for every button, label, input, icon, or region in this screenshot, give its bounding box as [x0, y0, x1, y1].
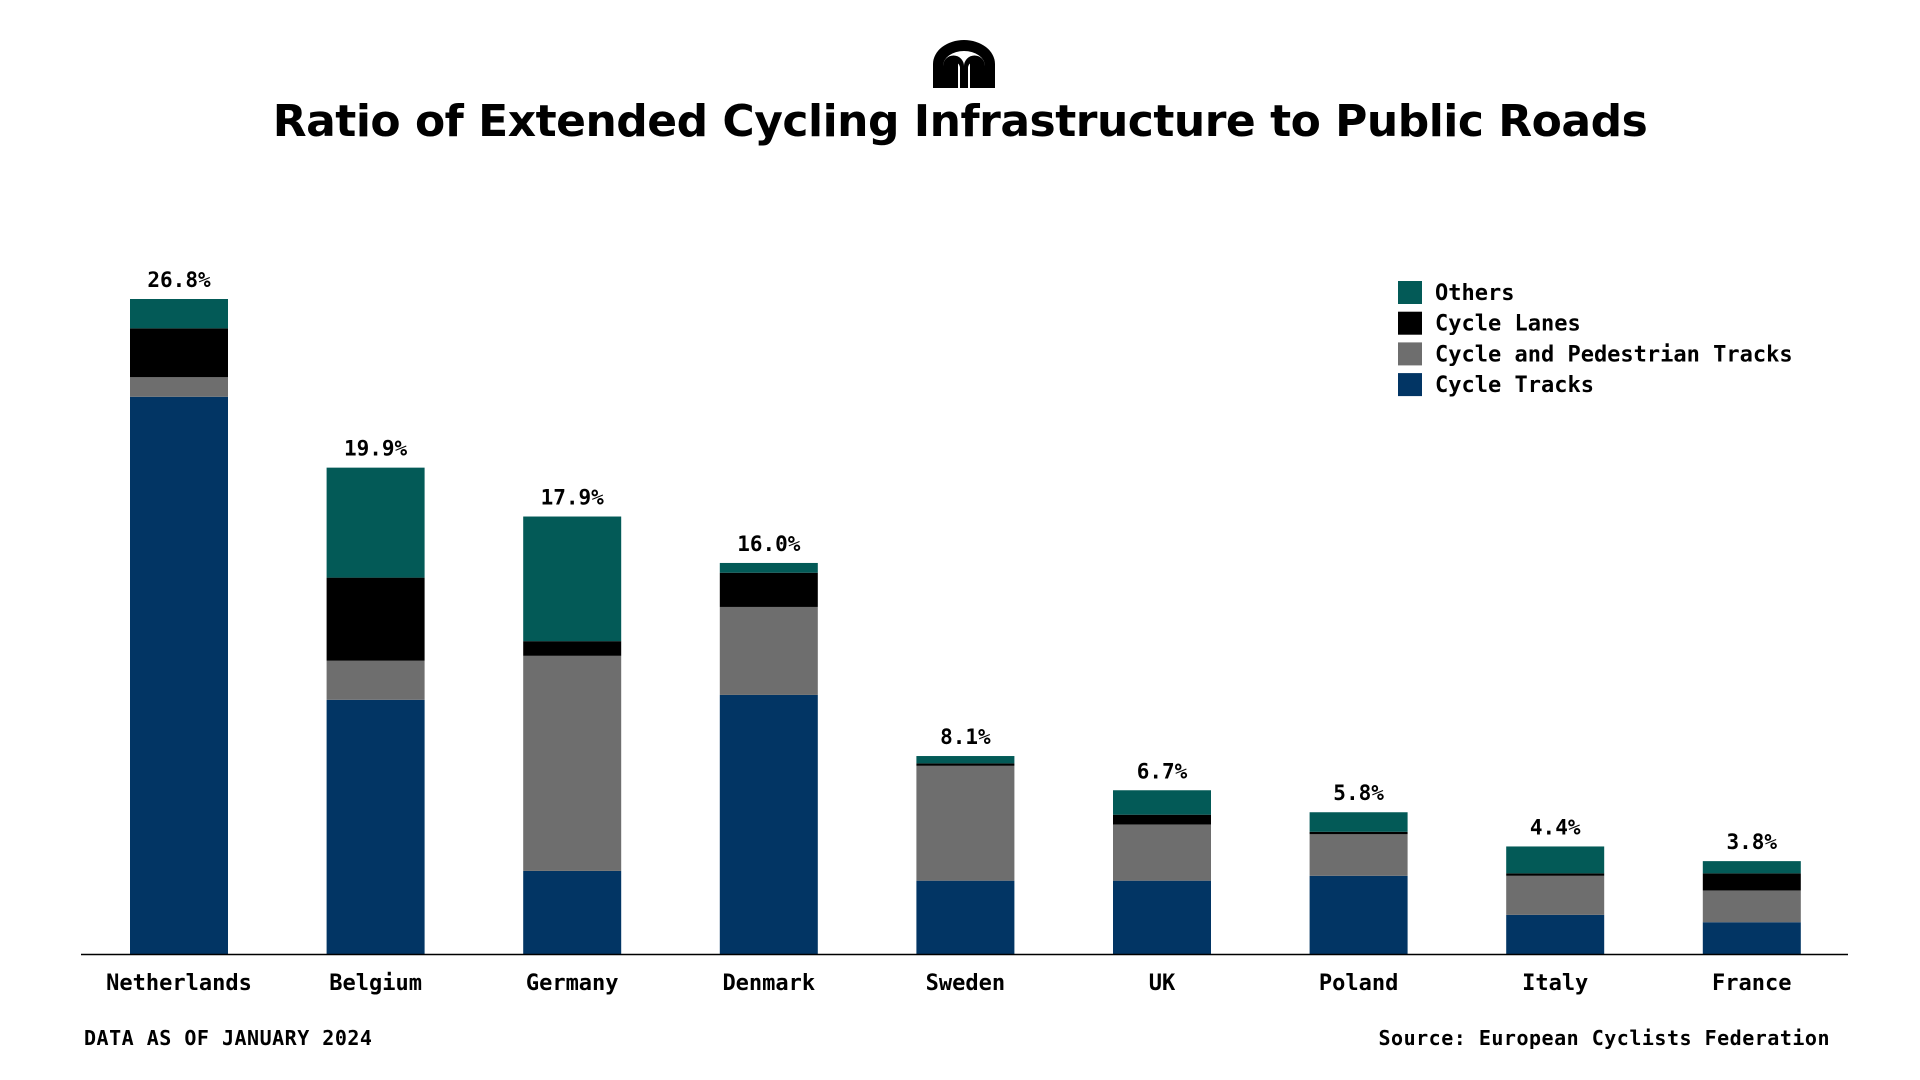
bar-italy-cycle-lanes — [1506, 873, 1605, 876]
bar-sweden-others — [916, 756, 1015, 764]
bar-sweden-cycle-tracks — [916, 880, 1015, 954]
x-tick-label-france: France — [1712, 971, 1791, 996]
total-label-sweden: 8.1% — [940, 725, 991, 749]
legend-swatch-cycle-tracks — [1398, 373, 1422, 397]
x-tick-label-uk: UK — [1149, 971, 1176, 996]
legend-label-cycle-tracks: Cycle Tracks — [1435, 373, 1594, 398]
bar-belgium-cycle-lanes — [326, 577, 425, 661]
bar-france-others — [1702, 861, 1801, 874]
bar-uk-cycle-tracks — [1113, 880, 1211, 954]
legend-swatch-cycle-lanes — [1398, 311, 1422, 335]
total-label-italy: 4.4% — [1530, 815, 1581, 839]
bar-uk-cycle-lanes — [1113, 814, 1211, 825]
arch-logo-icon — [933, 40, 995, 88]
bar-netherlands-cycle-and-pedestrian-tracks — [130, 377, 228, 397]
bar-poland-others — [1309, 812, 1408, 832]
total-label-poland: 5.8% — [1333, 781, 1384, 805]
data-date-note: DATA AS OF JANUARY 2024 — [84, 1026, 373, 1050]
total-label-netherlands: 26.8% — [147, 268, 211, 292]
x-tick-label-denmark: Denmark — [722, 971, 815, 996]
bar-denmark-cycle-tracks — [719, 694, 818, 954]
bar-germany-others — [523, 516, 622, 642]
legend-label-cycle-lanes: Cycle Lanes — [1435, 312, 1581, 337]
bar-denmark-cycle-lanes — [719, 572, 818, 607]
x-tick-label-italy: Italy — [1522, 971, 1588, 996]
bar-poland-cycle-tracks — [1309, 875, 1408, 954]
bar-poland-cycle-and-pedestrian-tracks — [1309, 834, 1408, 876]
bar-italy-others — [1506, 846, 1605, 874]
bar-netherlands-cycle-lanes — [130, 328, 228, 378]
total-label-france: 3.8% — [1727, 830, 1778, 854]
bar-poland-cycle-lanes — [1309, 831, 1408, 835]
bar-italy-cycle-and-pedestrian-tracks — [1506, 875, 1605, 915]
bar-netherlands-others — [130, 299, 228, 329]
legend-swatch-cycle-and-pedestrian-tracks — [1398, 342, 1422, 366]
bar-denmark-others — [719, 562, 818, 573]
x-tick-label-sweden: Sweden — [926, 971, 1005, 996]
total-label-belgium: 19.9% — [344, 437, 408, 461]
bar-germany-cycle-and-pedestrian-tracks — [523, 655, 622, 871]
bar-italy-cycle-tracks — [1506, 914, 1605, 954]
bar-belgium-cycle-and-pedestrian-tracks — [326, 660, 425, 700]
legend-label-others: Others — [1435, 281, 1514, 306]
bar-france-cycle-tracks — [1702, 922, 1801, 954]
total-label-denmark: 16.0% — [737, 532, 801, 556]
bar-sweden-cycle-lanes — [916, 763, 1015, 766]
bar-germany-cycle-lanes — [523, 641, 622, 656]
bar-netherlands-cycle-tracks — [130, 396, 228, 954]
total-label-uk: 6.7% — [1137, 759, 1188, 783]
source-note: Source: European Cyclists Federation — [1378, 1026, 1830, 1050]
x-tick-label-poland: Poland — [1319, 971, 1398, 996]
bar-france-cycle-lanes — [1702, 873, 1801, 891]
bar-sweden-cycle-and-pedestrian-tracks — [916, 765, 1015, 881]
bar-belgium-cycle-tracks — [326, 699, 425, 954]
bar-uk-cycle-and-pedestrian-tracks — [1113, 824, 1211, 881]
legend-swatch-others — [1398, 281, 1422, 304]
x-tick-label-netherlands: Netherlands — [106, 971, 252, 996]
bar-germany-cycle-tracks — [523, 870, 622, 954]
bar-uk-others — [1113, 790, 1211, 815]
chart-title: Ratio of Extended Cycling Infrastructure… — [272, 96, 1648, 147]
x-tick-label-germany: Germany — [526, 971, 619, 996]
bar-france-cycle-and-pedestrian-tracks — [1702, 890, 1801, 923]
bar-belgium-others — [326, 467, 425, 578]
legend-label-cycle-and-pedestrian-tracks: Cycle and Pedestrian Tracks — [1435, 342, 1793, 367]
total-label-germany: 17.9% — [541, 486, 605, 510]
bar-denmark-cycle-and-pedestrian-tracks — [719, 606, 818, 695]
x-tick-label-belgium: Belgium — [329, 971, 422, 996]
